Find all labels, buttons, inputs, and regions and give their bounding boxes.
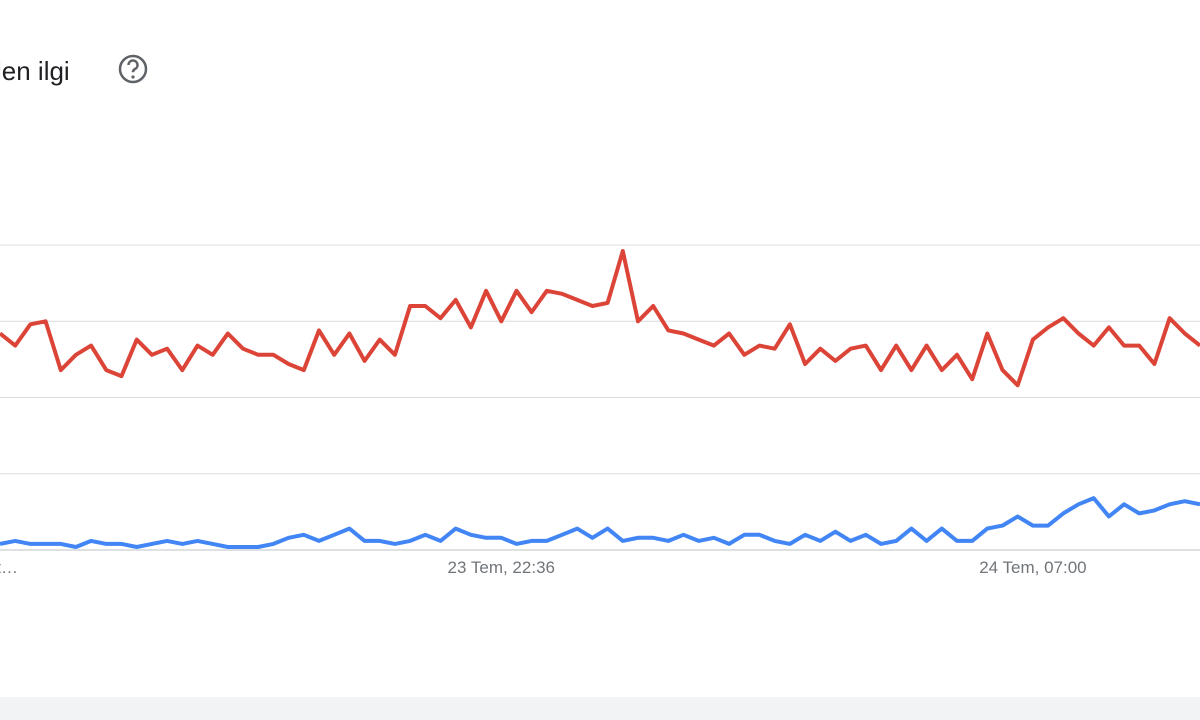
help-icon[interactable]: [118, 54, 148, 84]
data-line: [0, 496, 1200, 549]
data-line: [0, 249, 1200, 388]
footer-band: [0, 697, 1200, 720]
chart-title: len ilgi: [0, 56, 70, 86]
x-tick-label: t…: [0, 558, 18, 577]
x-tick-label: 23 Tem, 22:36: [448, 558, 555, 577]
x-tick-label: 24 Tem, 07:00: [979, 558, 1086, 577]
